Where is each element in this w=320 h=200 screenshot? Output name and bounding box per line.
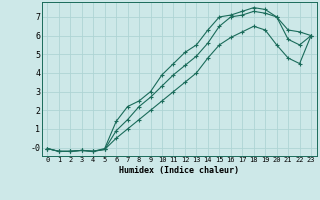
X-axis label: Humidex (Indice chaleur): Humidex (Indice chaleur): [119, 166, 239, 175]
